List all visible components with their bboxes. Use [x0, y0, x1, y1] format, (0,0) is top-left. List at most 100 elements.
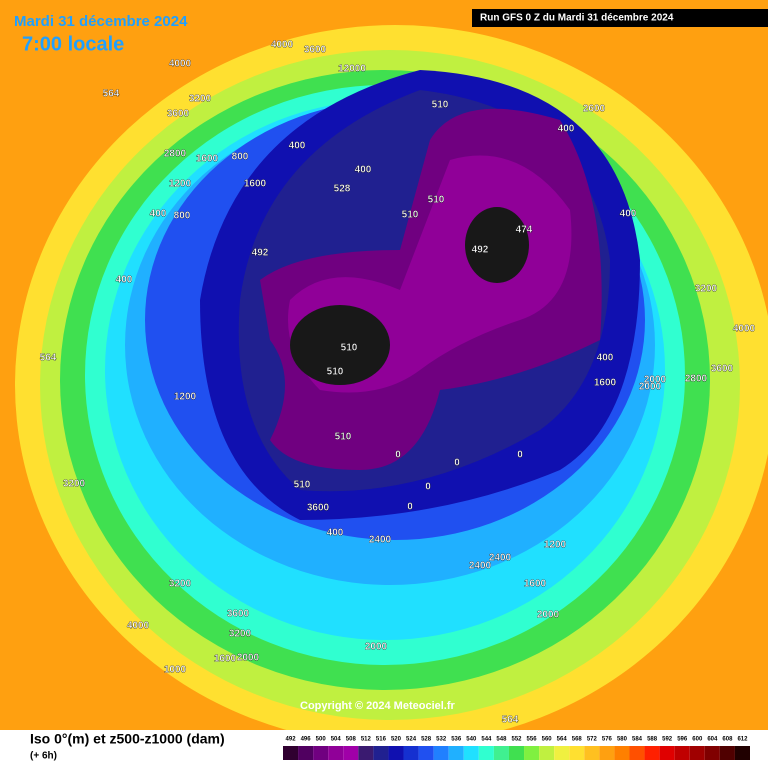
- legend-label: 580: [617, 737, 628, 743]
- legend-label: 608: [722, 737, 733, 743]
- legend-swatch: [373, 746, 389, 760]
- contour-label: 0: [407, 502, 413, 513]
- contour-label: 564: [502, 715, 519, 726]
- legend-swatch: [569, 746, 585, 760]
- legend-swatch: [283, 746, 299, 760]
- legend-label: 576: [602, 737, 613, 743]
- contour-label: 800: [232, 152, 249, 163]
- legend-label: 596: [677, 737, 688, 743]
- contour-label: 510: [341, 343, 358, 354]
- time: 7:00 locale: [22, 33, 124, 55]
- legend-label: 584: [632, 737, 643, 743]
- legend-label: 532: [436, 737, 447, 743]
- legend-swatch: [418, 746, 434, 760]
- contour-label: 2800: [164, 149, 187, 160]
- contour-label: 3600: [711, 364, 734, 375]
- legend-swatch: [478, 746, 494, 760]
- contour-label: 3600: [227, 609, 250, 620]
- contour-label: 2400: [369, 535, 392, 546]
- contour-label: 1600: [524, 579, 547, 590]
- legend-swatch: [629, 746, 645, 760]
- legend-swatch: [599, 746, 615, 760]
- legend-label: 520: [391, 737, 402, 743]
- contour-label: 1600: [594, 378, 617, 389]
- contour-label: 1600: [244, 179, 267, 190]
- contour-label: 1200: [544, 540, 567, 551]
- legend-label: 504: [331, 737, 342, 743]
- contour-label: 3600: [307, 503, 330, 514]
- legend-swatch: [508, 746, 525, 760]
- legend-label: 508: [346, 737, 357, 743]
- contour-label: 2000: [365, 642, 388, 653]
- legend-swatch: [689, 746, 705, 760]
- contour-label: 0: [454, 458, 460, 469]
- contour-label: 400: [327, 528, 344, 539]
- contour-label: 1600: [214, 654, 237, 665]
- contour-label: 2000: [537, 610, 560, 621]
- contour-label: 2400: [469, 561, 492, 572]
- legend-swatch: [403, 746, 419, 760]
- legend-label: 560: [542, 737, 553, 743]
- contour-label: 3200: [695, 284, 718, 295]
- contour-label: 1200: [174, 392, 197, 403]
- legend-label: 544: [481, 737, 492, 743]
- legend-swatch: [614, 746, 630, 760]
- legend-label: 500: [316, 737, 327, 743]
- legend-swatch: [433, 746, 449, 760]
- forecast-step: (+ 6h): [30, 751, 57, 762]
- contour-label: 400: [289, 141, 306, 152]
- footer-title: Iso 0°(m) et z500-z1000 (dam): [30, 731, 225, 747]
- legend-label: 496: [301, 737, 312, 743]
- contour-label: 400: [150, 209, 167, 220]
- contour-label: 400: [558, 124, 575, 135]
- contour-label: 4000: [169, 59, 192, 70]
- contour-label: 510: [294, 480, 311, 491]
- contour-label: 4000: [271, 40, 294, 51]
- legend-swatch: [734, 746, 750, 760]
- contour-label: 2400: [489, 553, 512, 564]
- contour-label: 528: [334, 184, 351, 195]
- contour-label: 510: [335, 432, 352, 443]
- contour-label: 400: [116, 275, 133, 286]
- legend-label: 540: [466, 737, 477, 743]
- legend-swatch: [539, 746, 555, 760]
- legend-label: 568: [572, 737, 583, 743]
- contour-label: 510: [428, 195, 445, 206]
- contour-label: 400: [355, 165, 372, 176]
- date: Mardi 31 décembre 2024: [14, 13, 188, 30]
- contour-label: 3200: [229, 629, 252, 640]
- contour-label: 2000: [644, 375, 667, 386]
- contour-label: 3600: [167, 109, 190, 120]
- contour-label: 3200: [63, 479, 86, 490]
- legend-swatch: [448, 746, 464, 760]
- contour-label: 2600: [583, 104, 606, 115]
- legend-swatch: [388, 746, 404, 760]
- legend-label: 524: [406, 737, 417, 743]
- contour-label: 3600: [304, 45, 327, 56]
- legend-label: 604: [707, 737, 718, 743]
- contour-label: 3200: [169, 579, 192, 590]
- legend-label: 564: [557, 737, 568, 743]
- legend-swatch: [584, 746, 600, 760]
- legend-label: 528: [421, 737, 432, 743]
- legend-label: 536: [451, 737, 462, 743]
- legend-swatch: [644, 746, 660, 760]
- legend-label: 612: [737, 737, 748, 743]
- legend-swatch: [659, 746, 675, 760]
- legend-label: 512: [361, 737, 372, 743]
- contour-label: 1200: [169, 179, 192, 190]
- contour-label: 400: [597, 353, 614, 364]
- contour-label: 4000: [733, 324, 756, 335]
- contour-label: 0: [425, 482, 431, 493]
- contour-label: 2800: [685, 374, 708, 385]
- contour-label: 564: [40, 353, 57, 364]
- contour-label: 510: [327, 367, 344, 378]
- contour-label: 4000: [127, 621, 150, 632]
- legend-label: 592: [662, 737, 673, 743]
- legend-swatch: [343, 746, 359, 760]
- legend-label: 552: [511, 737, 522, 743]
- legend-swatch: [554, 746, 570, 760]
